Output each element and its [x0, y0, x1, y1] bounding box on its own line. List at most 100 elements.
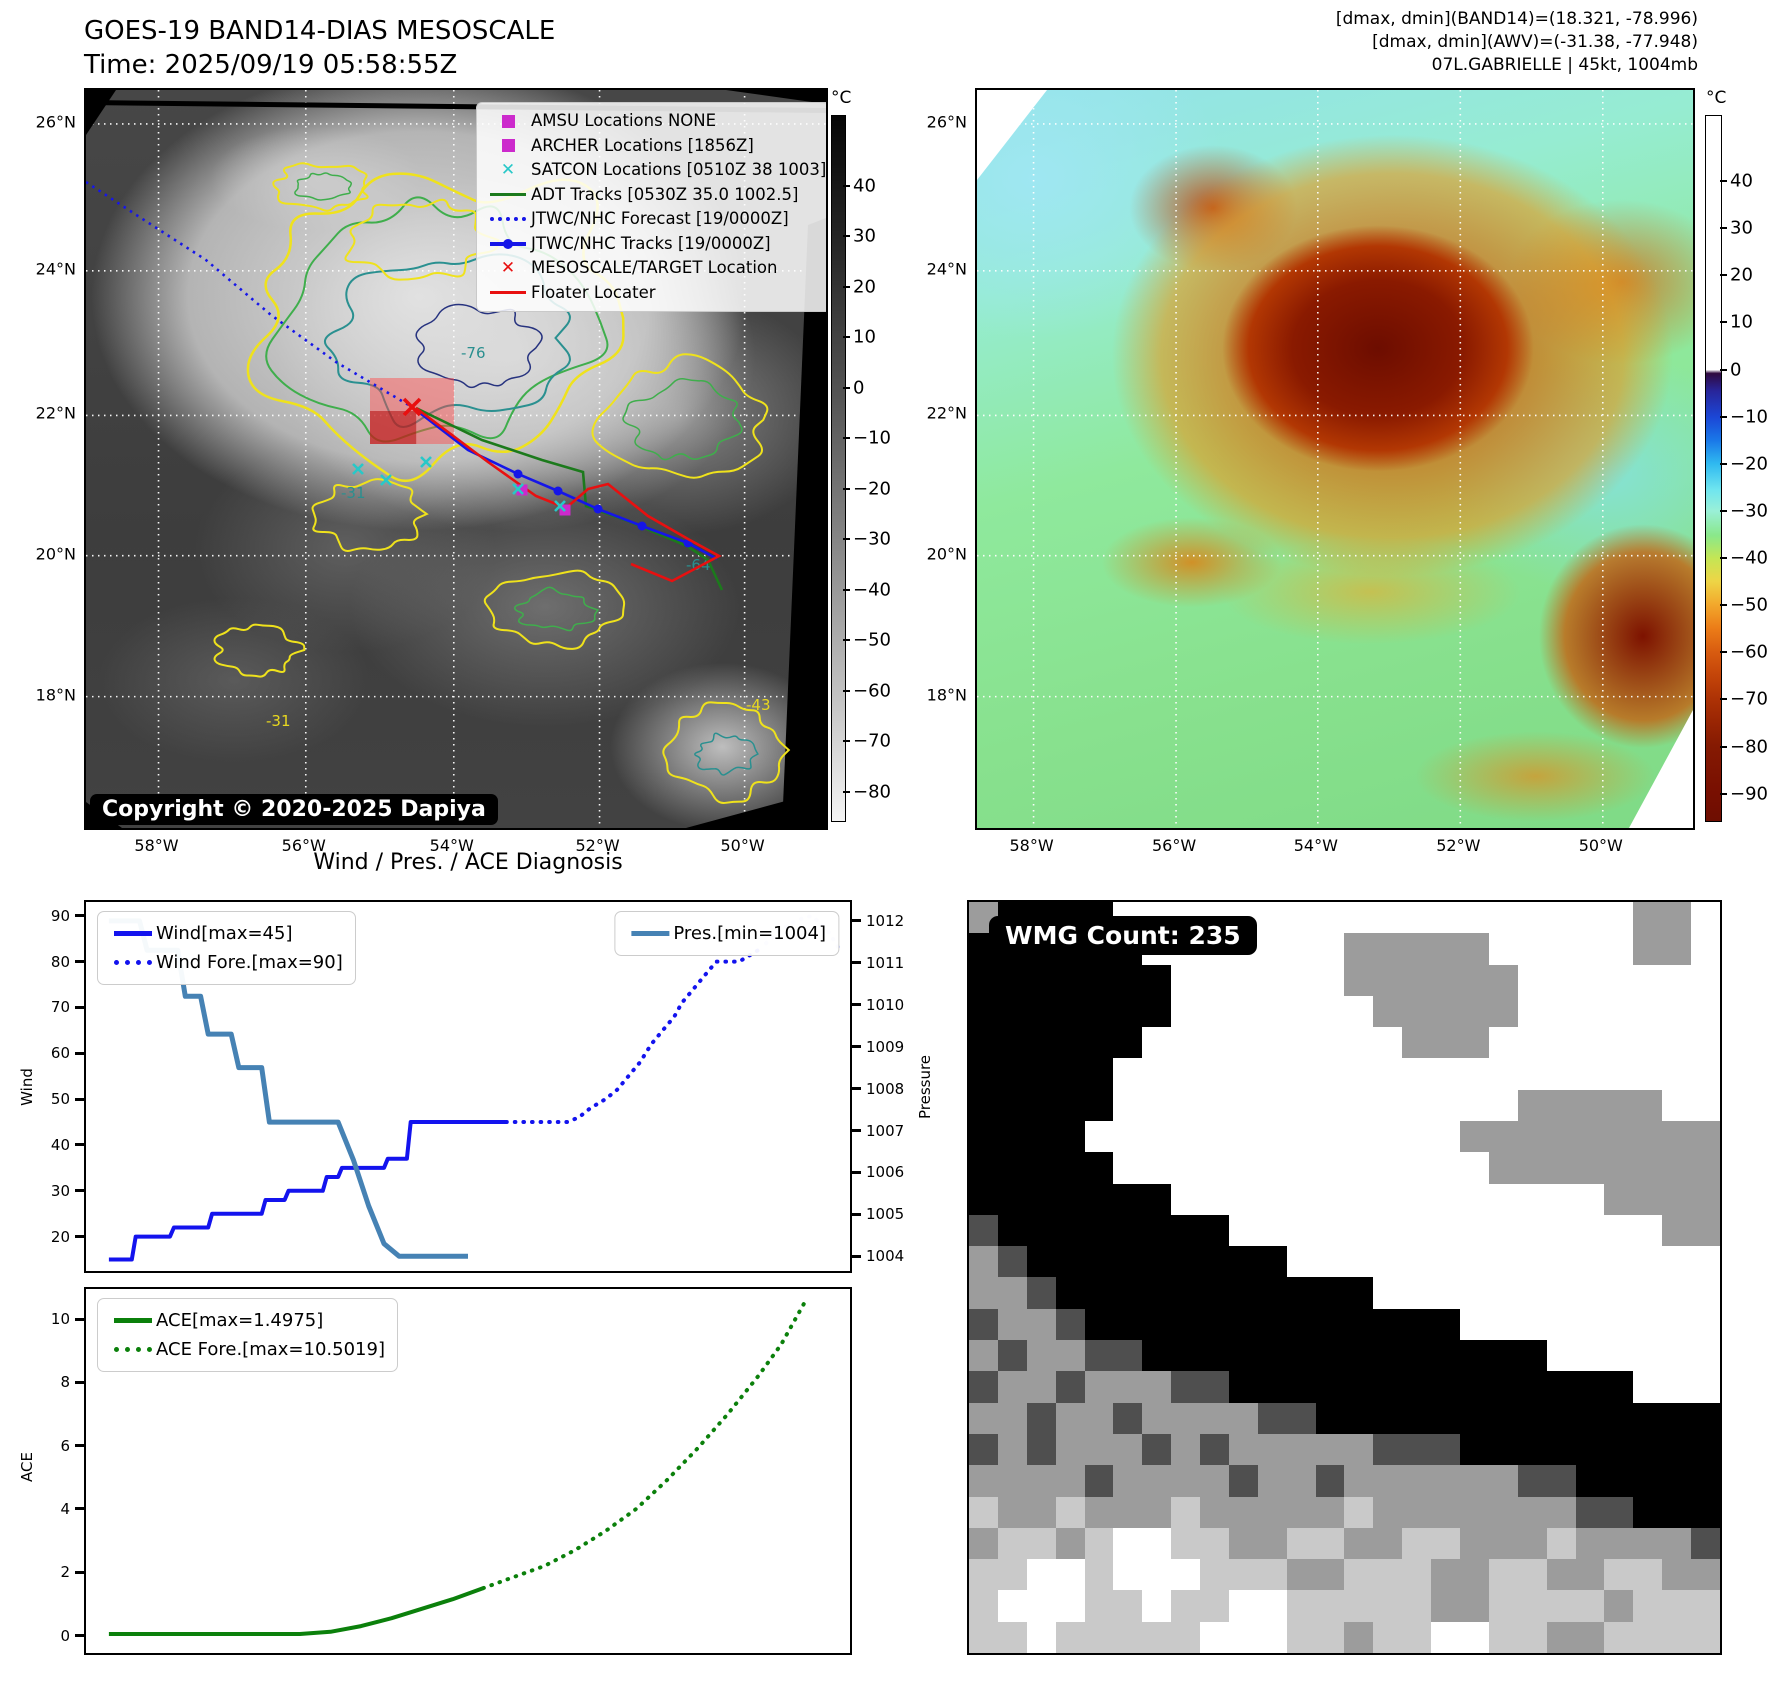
wmg-cell	[1691, 1246, 1720, 1278]
wmg-cell	[1431, 1152, 1461, 1184]
wmg-cell	[997, 1340, 1027, 1372]
wmg-cell	[1142, 1277, 1172, 1309]
wmg-cell	[1517, 1621, 1547, 1653]
wmg-cell	[997, 1214, 1027, 1247]
wmg-cell	[1488, 964, 1518, 996]
wmg-cell	[1228, 1183, 1258, 1215]
wmg-cell	[1517, 1340, 1547, 1372]
wmg-cell	[1691, 1590, 1720, 1622]
wmg-cell	[1257, 1089, 1287, 1122]
wmg-cell	[1633, 995, 1663, 1028]
satcon-location-marker	[554, 500, 566, 512]
wmg-cell	[1228, 964, 1258, 996]
wmg-cell	[1142, 1183, 1172, 1215]
wmg-cell	[1431, 1277, 1461, 1309]
wmg-cell	[1431, 1465, 1461, 1497]
wmg-cell	[1228, 1559, 1258, 1591]
wmg-cell	[969, 1277, 998, 1309]
wmg-cell	[1488, 933, 1518, 965]
legend-item-label: AMSU Locations NONE	[531, 111, 717, 130]
wmg-cell	[1431, 995, 1461, 1028]
wmg-cell	[1633, 964, 1663, 996]
wmg-cell	[1575, 1496, 1605, 1528]
wmg-cell	[1315, 1089, 1345, 1122]
wmg-cell	[1171, 995, 1201, 1028]
colorbar-tick-label: 0	[853, 377, 865, 399]
wmg-cell	[1662, 1559, 1692, 1591]
wmg-cell	[1373, 964, 1403, 996]
contour-line	[272, 162, 369, 212]
legend-item-label: ARCHER Locations [1856Z]	[531, 135, 754, 155]
wmg-cell	[1084, 1559, 1114, 1591]
wmg-cell	[1200, 1058, 1229, 1090]
satcon-location-marker	[420, 456, 432, 468]
wmg-cell	[1662, 1058, 1692, 1090]
wmg-cell	[1691, 902, 1720, 934]
wmg-cell	[1517, 964, 1547, 996]
line-icon	[485, 193, 531, 197]
lon-label: 56°W	[281, 836, 326, 855]
wmg-cell	[1344, 902, 1374, 934]
wmg-cell	[1633, 1183, 1663, 1215]
wmg-cell	[1228, 1371, 1258, 1403]
wmg-cell	[1431, 1340, 1461, 1372]
wmg-cell	[1633, 1402, 1663, 1434]
wmg-cell	[1604, 1308, 1634, 1341]
wmg-cell	[1344, 1402, 1374, 1434]
wmg-cell	[1286, 933, 1316, 965]
wmg-cell	[1633, 1590, 1663, 1622]
wmg-cell	[1171, 1152, 1201, 1184]
wmg-cell	[1026, 1121, 1056, 1153]
wmg-cell	[1257, 1277, 1287, 1309]
wmg-cell	[1460, 1308, 1489, 1341]
wmg-cell	[997, 1527, 1027, 1560]
lat-label: 18°N	[35, 685, 76, 705]
wmg-cell	[1344, 1340, 1374, 1372]
wmg-cell	[969, 995, 998, 1028]
wmg-cell	[1055, 1183, 1085, 1215]
wmg-cell	[1431, 1027, 1461, 1059]
wmg-cell	[1171, 1559, 1201, 1591]
wmg-cell	[1084, 1308, 1114, 1341]
wmg-cell	[1344, 1371, 1374, 1403]
wmg-cell	[1257, 1027, 1287, 1059]
wmg-cell	[1604, 1277, 1634, 1309]
wmg-cell	[1431, 1246, 1461, 1278]
wmg-cell	[1546, 1371, 1576, 1403]
wmg-cell	[1460, 1027, 1489, 1059]
series-Wind[max=45]	[108, 1120, 507, 1262]
colorbar-tick	[1720, 745, 1727, 748]
wmg-cell	[1055, 1433, 1085, 1466]
wmg-cell	[1431, 1402, 1461, 1434]
wmg-cell	[1315, 1559, 1345, 1591]
wmg-cell	[1488, 902, 1518, 934]
y-tick	[75, 1235, 85, 1239]
title-line2: Time: 2025/09/19 05:58:55Z	[84, 50, 458, 80]
wmg-cell	[1228, 1152, 1258, 1184]
wmg-cell	[1402, 1465, 1432, 1497]
colorbar-tick	[843, 538, 850, 541]
wmg-cell	[1662, 1183, 1692, 1215]
wmg-cell	[1662, 1152, 1692, 1184]
wmg-cell	[1517, 1402, 1547, 1434]
colorbar-tick-label: −50	[1730, 594, 1768, 616]
wmg-cell	[1691, 995, 1720, 1028]
wmg-cell	[1344, 1246, 1374, 1278]
y-tick	[851, 1045, 861, 1049]
wmg-cell	[1575, 1340, 1605, 1372]
contour-label: -31	[341, 484, 366, 502]
wmg-cell	[1633, 1121, 1663, 1153]
wmg-cell	[1315, 1183, 1345, 1215]
wmg-cell	[1200, 1402, 1229, 1434]
wmg-cell	[1604, 1152, 1634, 1184]
wmg-cell	[1402, 902, 1432, 934]
wmg-cell	[1286, 1433, 1316, 1466]
wmg-cell	[1517, 1214, 1547, 1247]
wmg-cell	[1373, 1058, 1403, 1090]
wmg-cell	[1228, 1027, 1258, 1059]
wmg-cell	[1517, 1152, 1547, 1184]
y-tick	[851, 961, 861, 965]
wmg-cell	[1402, 1621, 1432, 1653]
colorbar-tick-label: −20	[853, 478, 891, 500]
wmg-cell	[997, 995, 1027, 1028]
